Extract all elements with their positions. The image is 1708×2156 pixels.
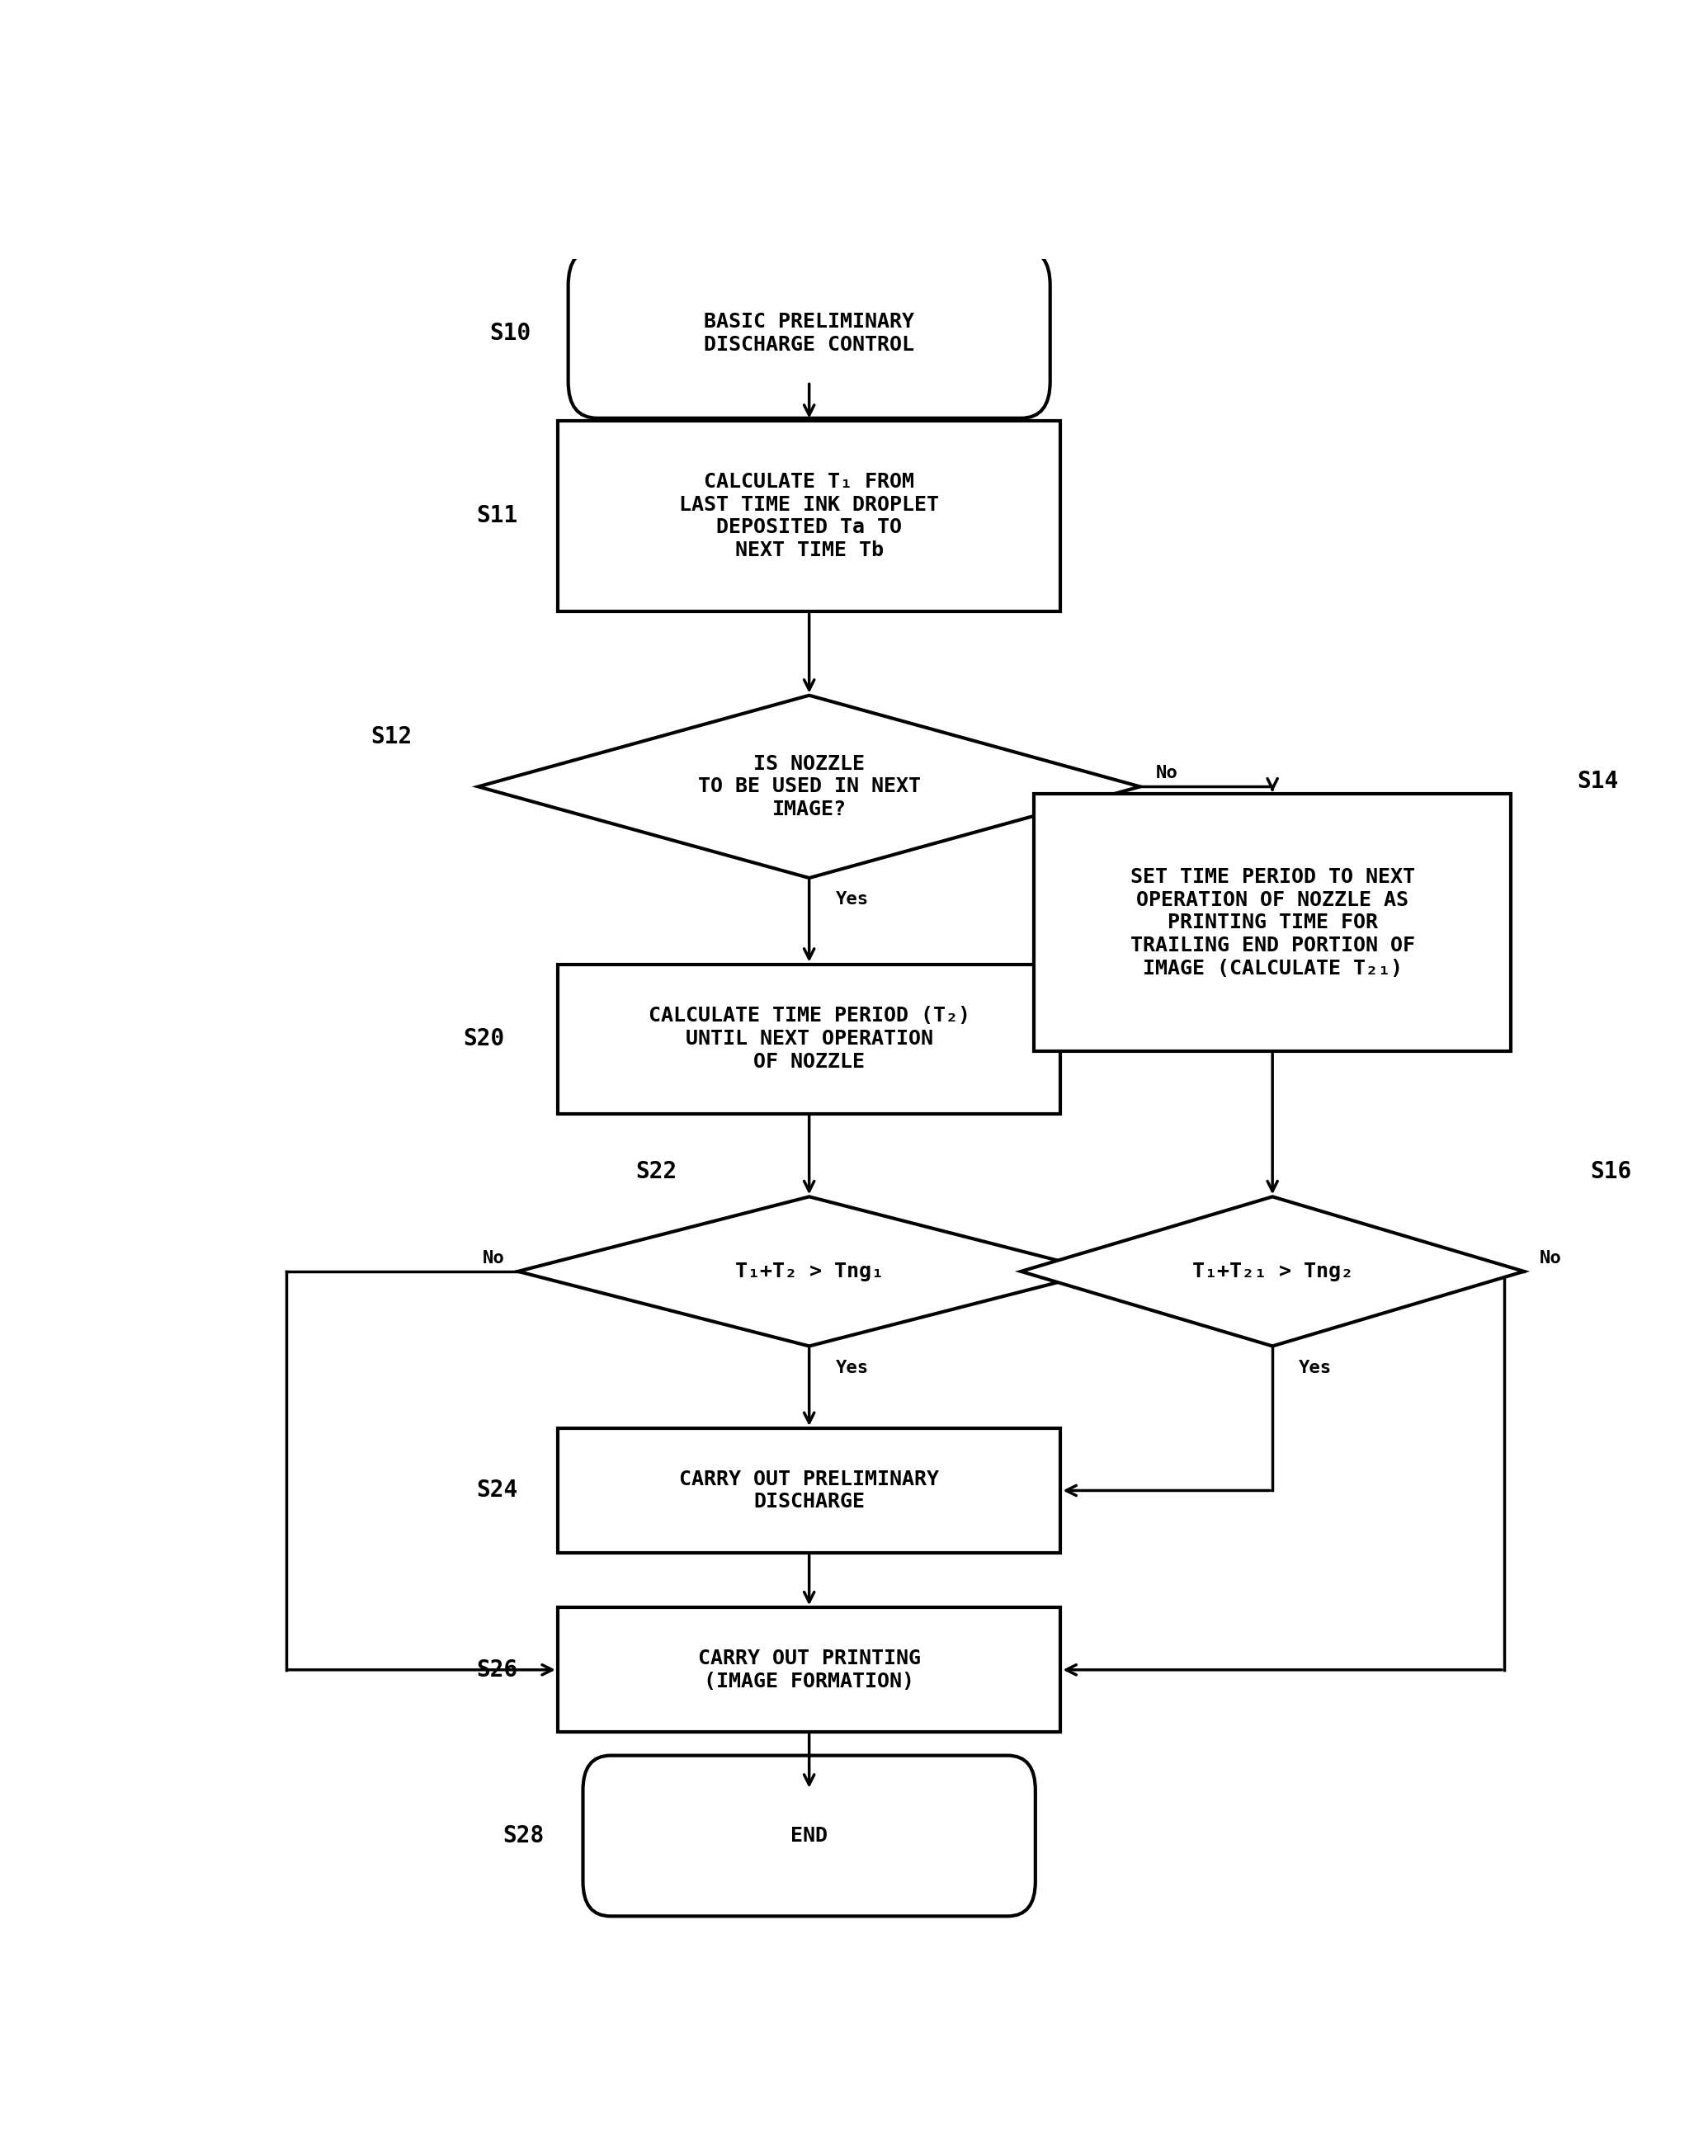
Text: S22: S22 bbox=[635, 1160, 676, 1184]
Text: END: END bbox=[791, 1826, 828, 1846]
Bar bbox=[557, 1608, 1061, 1731]
Text: S28: S28 bbox=[502, 1824, 545, 1848]
Polygon shape bbox=[1021, 1197, 1524, 1345]
Text: S11: S11 bbox=[477, 505, 518, 528]
Text: T₁+T₂ > Tng₁: T₁+T₂ > Tng₁ bbox=[734, 1261, 883, 1281]
Text: S26: S26 bbox=[477, 1658, 518, 1682]
Text: No: No bbox=[483, 1250, 506, 1266]
Text: Yes: Yes bbox=[835, 1360, 869, 1376]
Text: S14: S14 bbox=[1576, 770, 1619, 793]
Text: S12: S12 bbox=[371, 724, 412, 748]
Text: CARRY OUT PRINTING
(IMAGE FORMATION): CARRY OUT PRINTING (IMAGE FORMATION) bbox=[699, 1649, 921, 1690]
Text: IS NOZZLE
TO BE USED IN NEXT
IMAGE?: IS NOZZLE TO BE USED IN NEXT IMAGE? bbox=[699, 755, 921, 819]
Text: S24: S24 bbox=[477, 1479, 518, 1503]
Text: CARRY OUT PRELIMINARY
DISCHARGE: CARRY OUT PRELIMINARY DISCHARGE bbox=[680, 1468, 939, 1511]
Polygon shape bbox=[478, 696, 1141, 877]
Text: S16: S16 bbox=[1590, 1160, 1631, 1184]
Text: Yes: Yes bbox=[835, 890, 869, 908]
Bar bbox=[557, 964, 1061, 1115]
Text: No: No bbox=[1156, 765, 1179, 783]
FancyBboxPatch shape bbox=[569, 248, 1050, 418]
Text: No: No bbox=[1541, 1250, 1561, 1266]
Text: SET TIME PERIOD TO NEXT
OPERATION OF NOZZLE AS
PRINTING TIME FOR
TRAILING END PO: SET TIME PERIOD TO NEXT OPERATION OF NOZ… bbox=[1131, 867, 1414, 979]
Bar bbox=[557, 420, 1061, 612]
Text: S10: S10 bbox=[490, 321, 531, 345]
Bar bbox=[557, 1427, 1061, 1552]
Text: Yes: Yes bbox=[1300, 1360, 1332, 1376]
Polygon shape bbox=[518, 1197, 1100, 1345]
Text: T₁+T₂₁ > Tng₂: T₁+T₂₁ > Tng₂ bbox=[1192, 1261, 1353, 1281]
Text: CALCULATE T₁ FROM
LAST TIME INK DROPLET
DEPOSITED Ta TO
NEXT TIME Tb: CALCULATE T₁ FROM LAST TIME INK DROPLET … bbox=[680, 472, 939, 561]
Text: S20: S20 bbox=[463, 1028, 506, 1050]
Text: CALCULATE TIME PERIOD (T₂)
UNTIL NEXT OPERATION
OF NOZZLE: CALCULATE TIME PERIOD (T₂) UNTIL NEXT OP… bbox=[649, 1007, 970, 1072]
FancyBboxPatch shape bbox=[582, 1755, 1035, 1917]
Text: BASIC PRELIMINARY
DISCHARGE CONTROL: BASIC PRELIMINARY DISCHARGE CONTROL bbox=[704, 313, 914, 356]
Bar bbox=[1035, 793, 1512, 1052]
